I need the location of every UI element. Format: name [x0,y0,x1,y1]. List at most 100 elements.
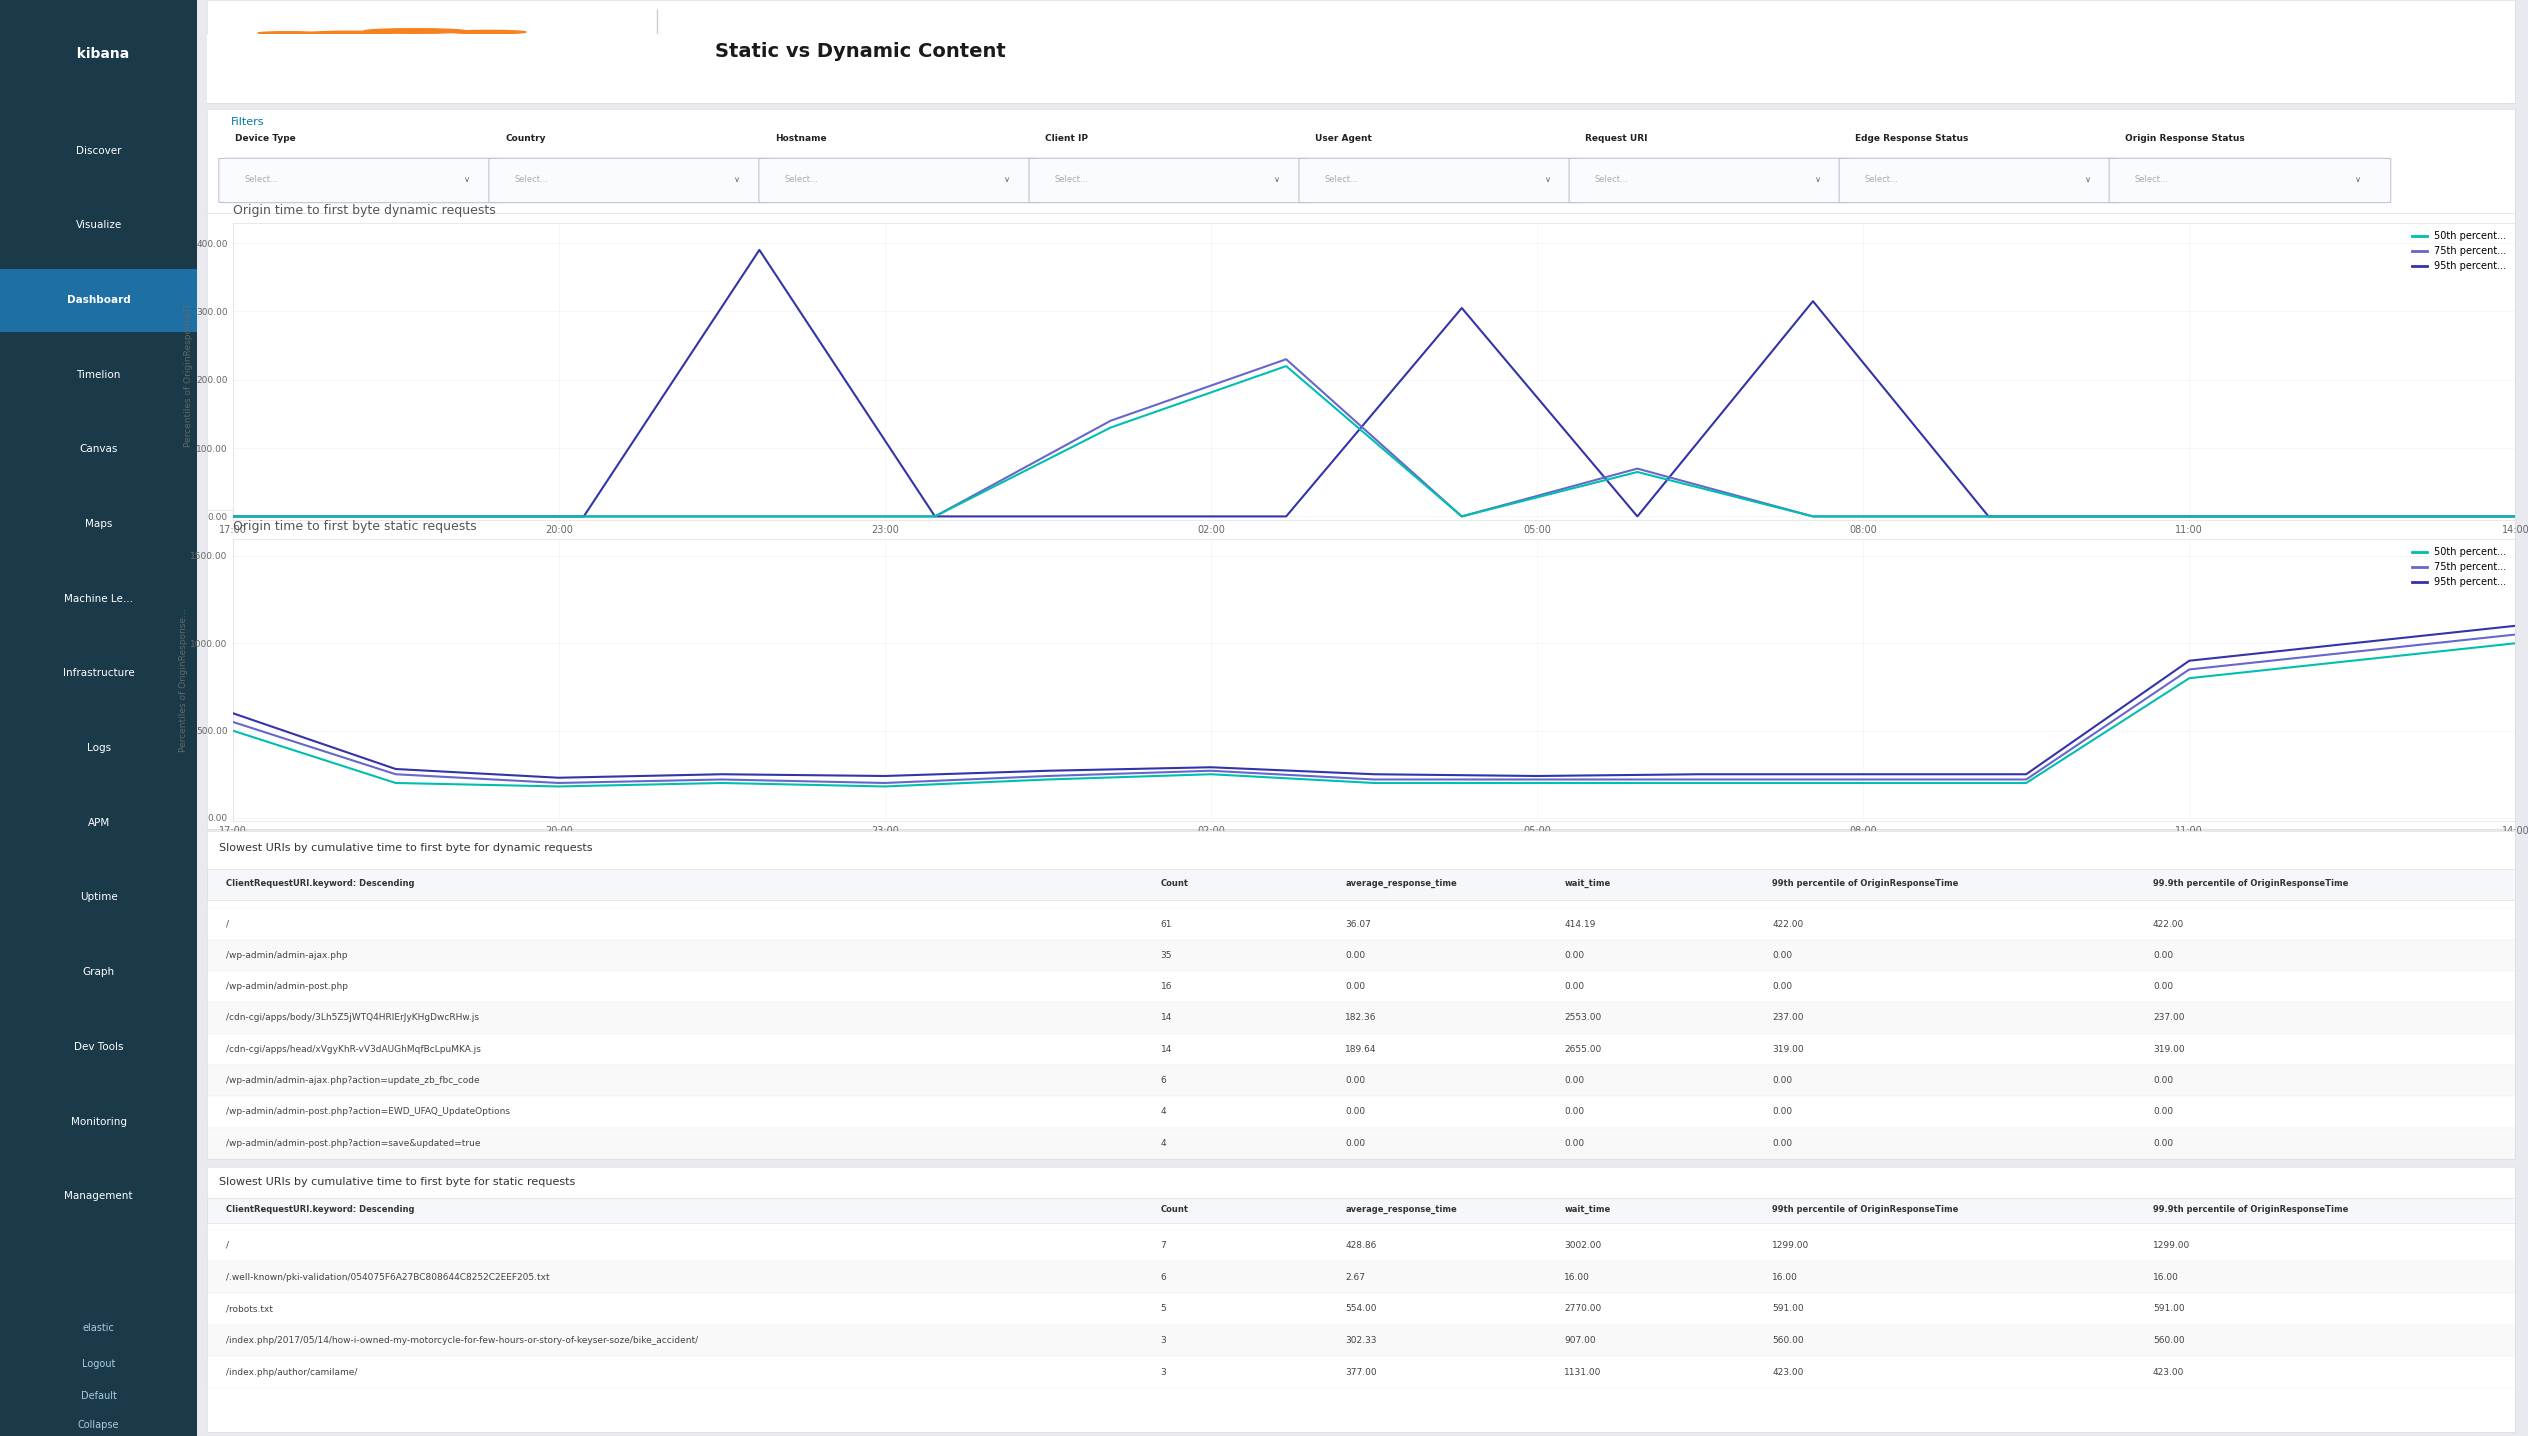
Text: 2770.00: 2770.00 [1565,1304,1603,1314]
Text: 16.00: 16.00 [2154,1272,2179,1281]
Text: 0.00: 0.00 [1772,982,1792,991]
FancyBboxPatch shape [1299,158,1580,202]
Y-axis label: Percentiles of OriginResponseTi...: Percentiles of OriginResponseTi... [185,296,192,447]
Text: Select...: Select... [1325,175,1358,184]
Text: 0.00: 0.00 [1345,951,1365,959]
Text: ClientRequestURI.keyword: Descending: ClientRequestURI.keyword: Descending [225,1205,415,1215]
Text: Select...: Select... [2134,175,2169,184]
Text: 302.33: 302.33 [1345,1335,1378,1346]
Text: Select...: Select... [1866,175,1899,184]
Text: Infrastructure: Infrastructure [63,669,134,678]
Text: /: / [225,919,228,929]
Text: 0.00: 0.00 [1345,1107,1365,1116]
Text: ∨: ∨ [1004,175,1011,184]
Text: average_response_time: average_response_time [1345,879,1456,889]
Text: Request URI: Request URI [1585,134,1648,142]
Text: ∨: ∨ [465,175,470,184]
Text: 4: 4 [1160,1107,1165,1116]
Text: 0.00: 0.00 [1565,951,1585,959]
FancyBboxPatch shape [207,1034,2515,1066]
Circle shape [308,32,392,34]
FancyBboxPatch shape [207,909,2515,939]
FancyBboxPatch shape [207,1198,2515,1223]
Text: Management: Management [63,1192,134,1200]
Text: /cdn-cgi/apps/head/xVgyKhR-vV3dAUGhMqfBcLpuMKA.js: /cdn-cgi/apps/head/xVgyKhR-vV3dAUGhMqfBc… [225,1045,480,1054]
Text: Slowest URIs by cumulative time to first byte for static requests: Slowest URIs by cumulative time to first… [220,1176,574,1186]
Text: 16.00: 16.00 [1772,1272,1797,1281]
X-axis label: EdgeStartTimestamp per 30 minutes: EdgeStartTimestamp per 30 minutes [1284,841,1464,852]
Text: 554.00: 554.00 [1345,1304,1378,1314]
Text: 7: 7 [1160,1241,1165,1249]
Text: 237.00: 237.00 [2154,1014,2184,1022]
Text: 0.00: 0.00 [1345,982,1365,991]
Text: 591.00: 591.00 [1772,1304,1805,1314]
Text: ∨: ∨ [2086,175,2091,184]
Y-axis label: Percentiles of OriginResponse...: Percentiles of OriginResponse... [179,607,187,752]
FancyBboxPatch shape [207,1096,2515,1127]
Text: wait_time: wait_time [1565,1205,1610,1215]
Text: elastic: elastic [83,1324,114,1333]
Text: Static vs Dynamic Content: Static vs Dynamic Content [715,42,1006,62]
Text: /cdn-cgi/apps/body/3Lh5Z5jWTQ4HRIErJyKHgDwcRHw.js: /cdn-cgi/apps/body/3Lh5Z5jWTQ4HRIErJyKHg… [225,1014,478,1022]
Text: 428.86: 428.86 [1345,1241,1378,1249]
Text: 0.00: 0.00 [1772,1076,1792,1086]
Text: 907.00: 907.00 [1565,1335,1595,1346]
Text: Collapse: Collapse [78,1420,119,1429]
FancyBboxPatch shape [0,269,197,332]
FancyBboxPatch shape [1838,158,2121,202]
Text: 0.00: 0.00 [2154,951,2174,959]
Text: Select...: Select... [513,175,549,184]
Text: 189.64: 189.64 [1345,1045,1378,1054]
Text: 182.36: 182.36 [1345,1014,1378,1022]
Text: 0.00: 0.00 [1772,1107,1792,1116]
FancyBboxPatch shape [207,1229,2515,1261]
Text: Country: Country [506,134,546,142]
Circle shape [258,32,319,34]
Text: 560.00: 560.00 [2154,1335,2184,1346]
Text: Count: Count [1160,879,1188,889]
Text: 0.00: 0.00 [2154,1076,2174,1086]
FancyBboxPatch shape [207,1261,2515,1292]
Text: Select...: Select... [245,175,278,184]
Text: ∨: ∨ [1815,175,1820,184]
Text: Edge Response Status: Edge Response Status [1856,134,1969,142]
Text: 0.00: 0.00 [1345,1076,1365,1086]
Text: wait_time: wait_time [1565,879,1610,889]
Text: 0.00: 0.00 [1772,951,1792,959]
Text: 377.00: 377.00 [1345,1367,1378,1377]
Text: Origin Response Status: Origin Response Status [2126,134,2245,142]
Text: Graph: Graph [83,968,114,976]
Text: Discover: Discover [76,146,121,155]
Text: Maps: Maps [86,520,111,528]
Text: 422.00: 422.00 [2154,919,2184,929]
FancyBboxPatch shape [207,1324,2515,1357]
Text: Hostname: Hostname [776,134,827,142]
Text: 319.00: 319.00 [1772,1045,1805,1054]
Text: 99th percentile of OriginResponseTime: 99th percentile of OriginResponseTime [1772,879,1959,889]
Text: /: / [225,1241,228,1249]
Text: Timelion: Timelion [76,370,121,379]
Text: 35: 35 [1160,951,1173,959]
Text: ∨: ∨ [733,175,741,184]
Text: User Agent: User Agent [1315,134,1373,142]
Text: /index.php/author/camilame/: /index.php/author/camilame/ [225,1367,356,1377]
Text: Select...: Select... [784,175,819,184]
Text: 423.00: 423.00 [2154,1367,2184,1377]
FancyBboxPatch shape [207,1357,2515,1389]
Text: Canvas: Canvas [78,445,119,454]
FancyBboxPatch shape [220,158,501,202]
Text: /wp-admin/admin-ajax.php: /wp-admin/admin-ajax.php [225,951,346,959]
Text: 14: 14 [1160,1014,1173,1022]
Text: 36.07: 36.07 [1345,919,1370,929]
Text: 3: 3 [1160,1335,1165,1346]
FancyBboxPatch shape [1570,158,1850,202]
Text: ∨: ∨ [2354,175,2361,184]
Text: 14: 14 [1160,1045,1173,1054]
Text: Machine Le...: Machine Le... [63,595,134,603]
Text: 237.00: 237.00 [1772,1014,1802,1022]
Text: 0.00: 0.00 [1565,1076,1585,1086]
FancyBboxPatch shape [207,939,2515,971]
Text: Visualize: Visualize [76,221,121,230]
Text: /index.php/2017/05/14/how-i-owned-my-motorcycle-for-few-hours-or-story-of-keyser: /index.php/2017/05/14/how-i-owned-my-mot… [225,1335,698,1346]
Text: /robots.txt: /robots.txt [225,1304,273,1314]
